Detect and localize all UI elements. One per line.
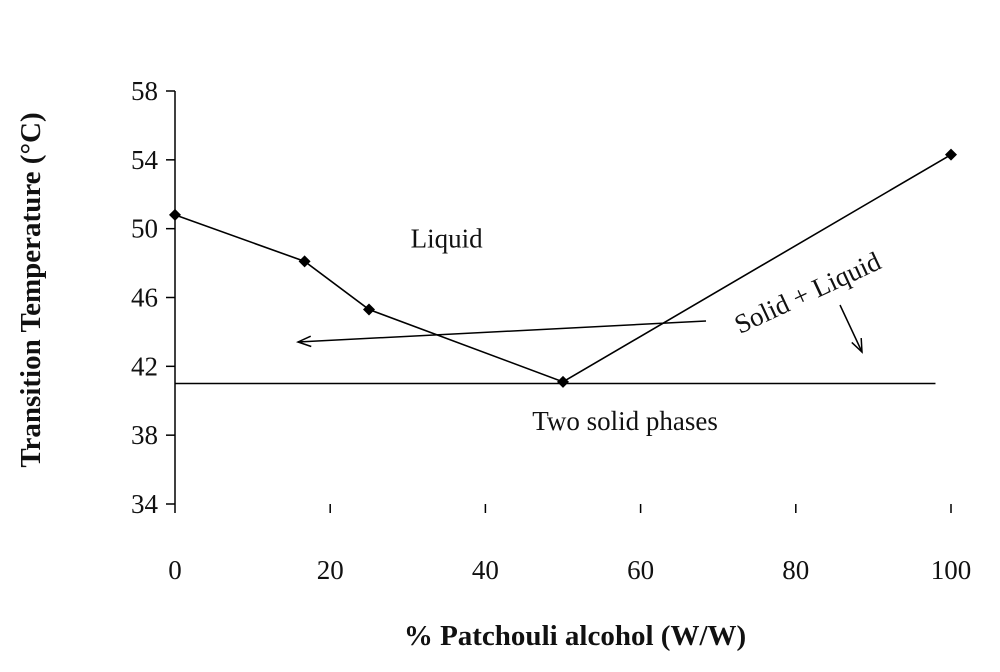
x-tick-label: 40 [472,555,499,585]
arrow-to-right-region [839,304,863,354]
x-tick-label: 0 [168,555,182,585]
y-tick-label: 50 [131,214,158,244]
y-tick-label: 46 [131,283,158,313]
axes: 34 38 42 46 50 54 58 0 20 40 60 80 100 [131,76,971,585]
data-point-marker [557,375,569,388]
x-tick-label: 100 [931,555,972,585]
solid-liquid-label: Solid + Liquid [730,246,886,340]
y-tick-label: 54 [131,145,159,175]
liquid-label: Liquid [411,224,483,254]
y-axis-ticks: 34 38 42 46 50 54 58 [131,76,175,519]
data-point-marker [363,303,375,316]
data-markers [169,148,957,388]
y-tick-label: 42 [131,351,158,381]
data-point-marker [298,255,311,268]
arrow-to-left-region [295,320,707,348]
y-tick-label: 38 [131,420,158,450]
plot-area: Liquid Solid + Liquid Two solid phases [169,148,957,436]
x-axis-ticks: 0 20 40 60 80 100 [168,504,971,585]
two-solid-phases-label: Two solid phases [532,406,718,436]
y-tick-label: 34 [131,489,159,519]
data-point-marker [169,208,181,221]
annotations: Liquid Solid + Liquid Two solid phases [295,224,886,436]
x-tick-label: 60 [627,555,654,585]
data-point-marker [945,148,957,161]
x-axis-label: % Patchouli alcohol (W/W) [404,620,746,652]
x-tick-label: 20 [317,555,344,585]
y-axis-label: Transition Temperature (°C) [15,112,47,467]
y-tick-label: 58 [131,76,158,106]
x-tick-label: 80 [782,555,809,585]
